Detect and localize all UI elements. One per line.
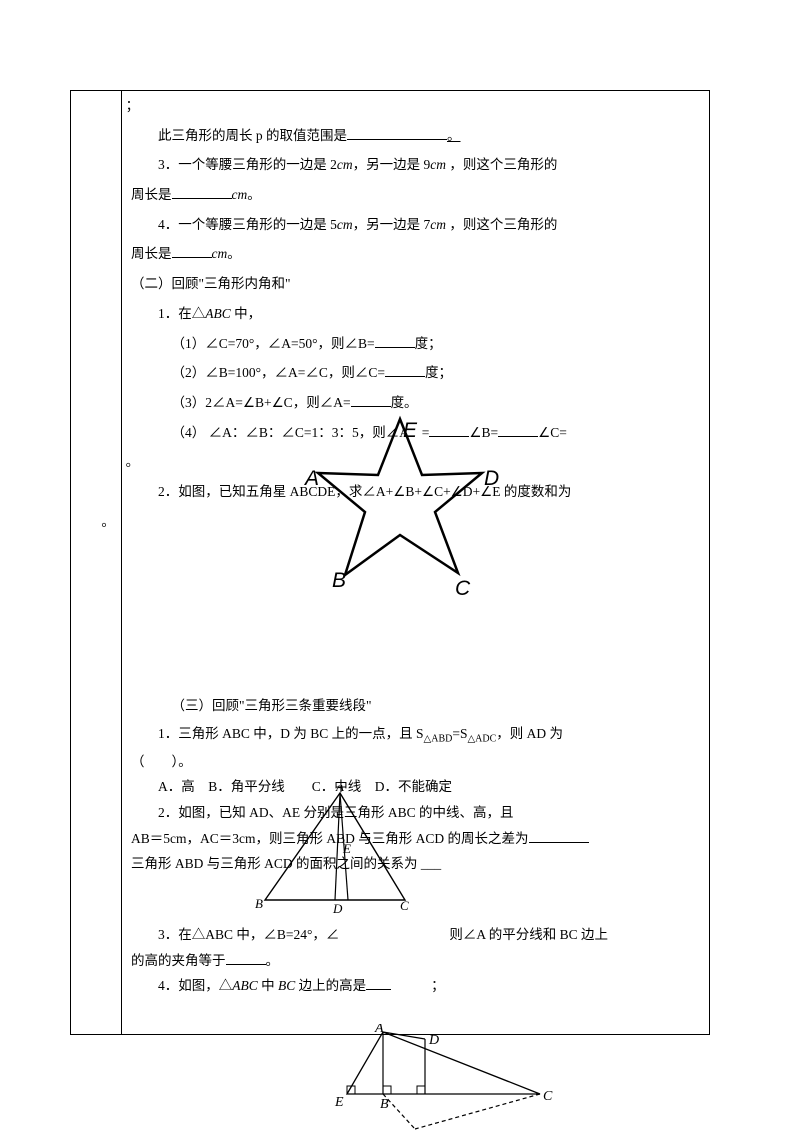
tri-label-d: D [332,901,343,915]
star-label-a: A [303,467,319,490]
s2q1-2: （2）∠B=100°，∠A=∠C，则∠C=度； [131,358,699,388]
section3-title: （三）回顾"三角形三条重要线段" [131,691,699,721]
page: ； 此三角形的周长 p 的取值范围是。 3．一个等腰三角形的一边是 2cm，另一… [0,0,800,1132]
q3-line2: 周长是cm。 [131,180,699,210]
s3q4: 4．如图，△ABC 中 BC 边上的高是； [131,973,699,999]
s2q1: 1．在△ABC 中， [131,299,699,329]
column-divider [121,91,122,1034]
q3-line1: 3．一个等腰三角形的一边是 2cm，另一边是 9cm ，则这个三角形的 [131,150,699,180]
q4-line1: 4．一个等腰三角形的一边是 5cm，另一边是 7cm ，则这个三角形的 [131,210,699,240]
s3q3-l2: 的高的夹角等于。 [131,948,699,974]
section2-title: （二）回顾"三角形内角和" [131,269,699,299]
geo-label-c: C [543,1089,553,1104]
perimeter-range-line: 此三角形的周长 p 的取值范围是。 [131,121,699,151]
tri-label-e: E [342,841,351,856]
geo-label-b: B [380,1097,389,1112]
q4-line2: 周长是cm。 [131,239,699,269]
geo-label-e: E [334,1095,344,1110]
tri-label-a: A [335,785,344,794]
line-semicolon: ； [126,91,699,121]
geo-label-d: D [428,1033,439,1048]
star-label-d: D [484,467,499,490]
star-label-c: C [455,577,471,600]
star-label-b: B [332,569,346,592]
star-figure: E A D B C [300,415,500,600]
s3q3-l1: 3．在△ABC 中，∠B=24°，∠则∠A 的平分线和 BC 边上 [131,922,699,948]
s2q1-1: （1）∠C=70°，∠A=50°，则∠B=度； [131,329,699,359]
tri-label-b: B [255,896,263,911]
s2q1-3: （3）2∠A=∠B+∠C，则∠A=度。 [131,388,699,418]
s3q1-line1: 1．三角形 ABC 中，D 为 BC 上的一点，且 S△ABD=S△ADC，则 … [131,721,699,749]
tri-label-c: C [400,898,409,913]
geo-figure: A D E B C [325,1024,565,1134]
geo-label-a: A [374,1024,384,1036]
s3q1-paren: （ ）。 [131,749,699,775]
triangle-figure: E A B C D [245,785,425,915]
star-label-e: E [403,419,418,442]
